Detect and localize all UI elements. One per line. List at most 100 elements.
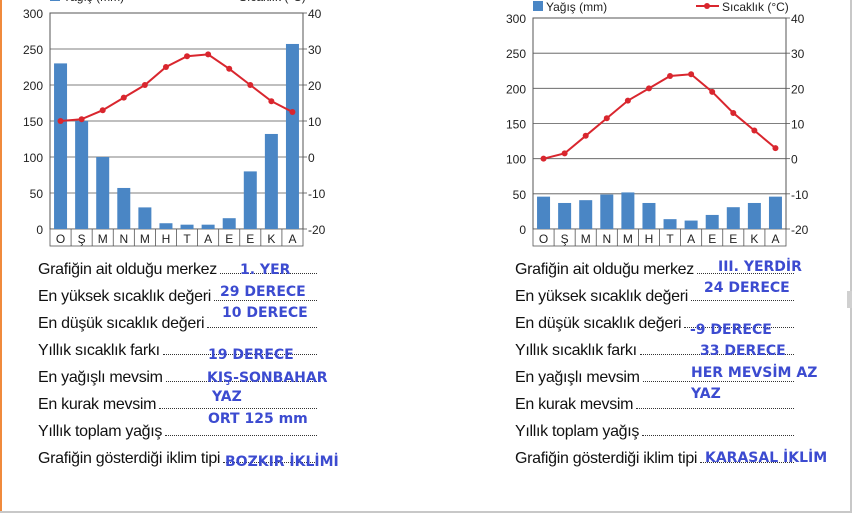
- temperature-line: [60, 53, 293, 122]
- month-label: T: [666, 232, 674, 246]
- month-label: H: [162, 232, 171, 246]
- precip-bar: [726, 207, 740, 229]
- month-label: A: [687, 232, 695, 246]
- precip-bar: [222, 218, 236, 229]
- month-label: O: [56, 232, 65, 246]
- question-label: Yıllık sıcaklık farkı: [515, 342, 637, 359]
- scrollbar-thumb[interactable]: [847, 291, 852, 308]
- month-label: E: [729, 232, 737, 246]
- answer-left-total-precip: ORT 125 mm: [208, 411, 308, 427]
- right-tick-label: 30: [308, 43, 322, 57]
- precip-bar: [285, 43, 299, 230]
- right-tick-label: 10: [791, 118, 805, 132]
- answer-blank: [207, 315, 317, 328]
- precip-bar: [138, 207, 152, 229]
- precip-legend-swatch: [50, 0, 60, 1]
- question-label: Grafiğin gösterdiği iklim tipi: [515, 450, 698, 467]
- answer-right-min-temp: -9 DERECE: [690, 322, 772, 338]
- answer-left-center: 1. YER: [240, 262, 291, 278]
- answer-blank: [223, 450, 317, 463]
- question-label: En düşük sıcaklık değeri: [515, 315, 682, 332]
- temperature-point: [78, 116, 85, 123]
- question-label: Grafiğin ait olduğu merkez: [38, 261, 217, 278]
- month-label: M: [140, 232, 150, 246]
- right-tick-label: 30: [791, 47, 805, 61]
- left-question-row: Yıllık toplam yağış: [38, 423, 317, 441]
- right-tick-label: -20: [308, 223, 326, 237]
- temperature-point: [709, 88, 716, 95]
- month-label: O: [539, 232, 548, 246]
- left-tick-label: 0: [519, 223, 526, 237]
- question-label: En kurak mevsim: [515, 396, 634, 413]
- left-tick-label: 50: [30, 187, 44, 201]
- precip-bar: [768, 196, 782, 229]
- question-label: En düşük sıcaklık değeri: [38, 315, 205, 332]
- temperature-point: [289, 109, 296, 115]
- left-tick-label: 0: [36, 223, 43, 237]
- right-question-row: En kurak mevsim: [515, 396, 794, 414]
- right-tick-label: 0: [308, 151, 315, 165]
- temperature-point: [751, 127, 758, 134]
- temperature-point: [645, 85, 652, 92]
- temperature-point: [141, 82, 148, 88]
- answer-blank: [696, 261, 794, 274]
- temp-legend-marker: [704, 3, 710, 9]
- answer-blank: [691, 288, 794, 301]
- month-label: H: [645, 232, 654, 246]
- left-question-row: En düşük sıcaklık değeri: [38, 315, 317, 333]
- right-question-row: Yıllık sıcaklık farkı: [515, 342, 794, 360]
- precip-bar: [96, 157, 110, 229]
- temperature-point: [730, 109, 737, 116]
- temperature-point: [688, 71, 695, 78]
- precip-legend-swatch: [533, 1, 543, 11]
- month-label: Ş: [561, 232, 569, 246]
- precip-bar: [621, 192, 635, 229]
- answer-blank: [684, 315, 794, 328]
- left-tick-label: 300: [506, 12, 526, 26]
- temperature-point: [226, 65, 233, 72]
- answer-blank: [642, 423, 794, 436]
- left-question-row: Yıllık sıcaklık farkı: [38, 342, 317, 360]
- precip-bar: [264, 133, 278, 229]
- right-tick-label: -20: [791, 223, 809, 237]
- answer-left-climate: BOZKIR İKLİMİ: [225, 454, 339, 470]
- left-tick-label: 250: [23, 43, 43, 57]
- left-tick-label: 50: [513, 188, 527, 202]
- left-tick-label: 150: [506, 118, 526, 132]
- question-label: Yıllık sıcaklık farkı: [38, 342, 160, 359]
- precip-bar: [747, 202, 761, 229]
- month-label: M: [98, 232, 108, 246]
- answer-right-temp-range: 33 DERECE: [700, 343, 786, 359]
- answer-left-min-temp: 10 DERECE: [222, 305, 308, 321]
- month-label: T: [183, 232, 191, 246]
- right-question-row: Grafiğin ait olduğu merkez: [515, 261, 794, 279]
- month-label: A: [771, 232, 779, 246]
- left-tick-label: 250: [506, 47, 526, 61]
- temperature-point: [247, 82, 254, 88]
- answer-right-wettest: HER MEVSİM AZ: [691, 365, 818, 381]
- question-label: En yağışlı mevsim: [38, 369, 163, 386]
- precip-bar: [579, 200, 593, 229]
- precip-bar: [201, 224, 215, 229]
- right-tick-label: 40: [308, 7, 322, 21]
- precip-legend-label: Yağış (mm): [546, 0, 607, 14]
- answer-blank: [159, 396, 317, 409]
- right-tick-label: -10: [791, 188, 809, 202]
- answer-right-max-temp: 24 DERECE: [704, 280, 790, 296]
- month-label: N: [119, 232, 128, 246]
- answer-blank: [219, 261, 317, 274]
- left-tick-label: 150: [23, 115, 43, 129]
- answer-blank: [165, 423, 317, 436]
- temperature-point: [603, 115, 610, 122]
- precip-bar: [600, 194, 614, 229]
- answer-blank: [642, 369, 794, 382]
- answer-right-center: III. YERDİR: [718, 259, 802, 275]
- question-label: En yağışlı mevsim: [515, 369, 640, 386]
- month-label: E: [708, 232, 716, 246]
- right-tick-label: 10: [308, 115, 322, 129]
- precip-bar: [54, 63, 68, 230]
- question-label: Grafiğin ait olduğu merkez: [515, 261, 694, 278]
- right-question-row: En düşük sıcaklık değeri: [515, 315, 794, 333]
